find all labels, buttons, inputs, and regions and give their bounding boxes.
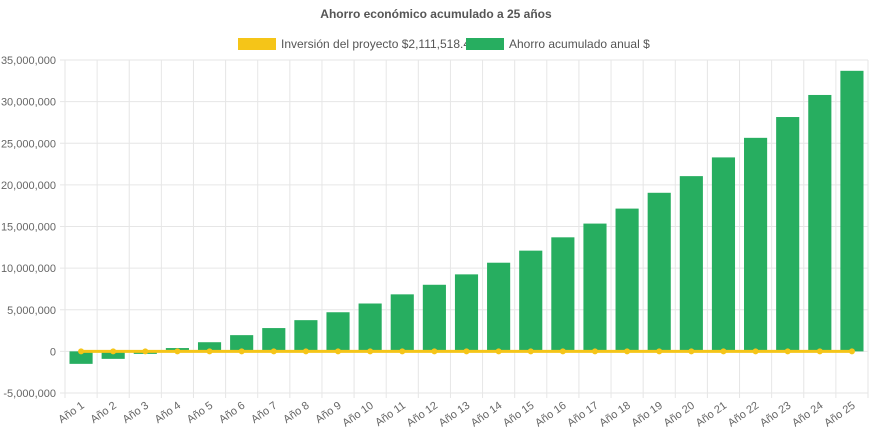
bar-ahorro	[230, 335, 254, 352]
point-inversion	[142, 348, 149, 355]
x-tick-label: Año 9	[313, 400, 343, 426]
y-tick-label: 20,000,000	[1, 180, 56, 192]
x-tick-label: Año 10	[340, 400, 375, 430]
line-layer	[78, 348, 855, 355]
x-tick-label: Año 23	[758, 400, 793, 430]
legend-label-inversion: Inversión del proyecto $2,111,518.45	[281, 37, 477, 51]
point-inversion	[399, 348, 406, 355]
x-tick-label: Año 22	[726, 400, 761, 430]
x-tick-label: Año 20	[662, 400, 697, 430]
y-axis: -5,000,000 0 5,000,000 10,000,000 15,000,000…	[1, 55, 56, 400]
point-inversion	[624, 348, 631, 355]
point-inversion	[110, 348, 117, 355]
bar-ahorro	[551, 237, 575, 352]
x-tick-label: Año 24	[790, 400, 825, 430]
bar-ahorro	[294, 320, 318, 352]
bar-ahorro	[101, 351, 125, 359]
point-inversion	[784, 348, 791, 355]
x-tick-label: Año 16	[533, 400, 568, 430]
x-axis: Año 1 Año 2 Año 3 Año 4 Año 5 Año 6 Año 7 Año 8…	[56, 400, 857, 430]
x-tick-label: Año 1	[56, 400, 86, 426]
point-inversion	[238, 348, 245, 355]
bar-ahorro	[744, 137, 768, 352]
x-tick-label: Año 3	[121, 400, 151, 426]
point-inversion	[688, 348, 695, 355]
x-tick-label: Año 11	[373, 400, 408, 429]
x-tick-label: Año 14	[469, 400, 504, 430]
bar-ahorro	[519, 250, 543, 352]
point-inversion	[656, 348, 663, 355]
legend-swatch-inversion	[238, 38, 276, 50]
y-tick-label: 15,000,000	[1, 222, 56, 234]
bar-ahorro	[262, 328, 286, 352]
point-inversion	[431, 348, 438, 355]
x-tick-label: Año 17	[565, 400, 600, 430]
legend-swatch-ahorro	[466, 38, 504, 50]
point-inversion	[174, 348, 181, 355]
point-inversion	[559, 348, 566, 355]
y-tick-label: 5,000,000	[7, 305, 56, 317]
bar-ahorro	[840, 70, 864, 352]
y-tick-label: 35,000,000	[1, 55, 56, 67]
point-inversion	[463, 348, 470, 355]
bar-ahorro	[197, 342, 222, 352]
point-inversion	[848, 348, 855, 355]
y-tick-label: 0	[50, 346, 56, 358]
bar-ahorro	[711, 157, 736, 352]
x-tick-label: Año 7	[249, 400, 279, 426]
x-tick-label: Año 4	[153, 400, 183, 426]
bar-ahorro	[487, 262, 511, 352]
x-tick-label: Año 13	[437, 400, 472, 430]
x-tick-label: Año 19	[629, 400, 664, 430]
point-inversion	[302, 348, 309, 355]
point-inversion	[816, 348, 823, 355]
bar-ahorro	[647, 192, 671, 352]
x-tick-label: Año 6	[217, 400, 247, 426]
bar-ahorro	[454, 274, 479, 352]
point-inversion	[720, 348, 727, 355]
bar-ahorro	[615, 208, 639, 352]
bar-ahorro	[679, 176, 703, 352]
x-tick-label: Año 18	[597, 400, 632, 430]
x-tick-label: Año 5	[185, 400, 215, 426]
bar-ahorro	[583, 223, 607, 352]
x-tick-label: Año 15	[501, 400, 536, 430]
legend-label-ahorro: Ahorro acumulado anual $	[509, 37, 650, 51]
y-tick-label: 10,000,000	[1, 263, 56, 275]
bar-ahorro	[808, 94, 832, 352]
chart-title: Ahorro económico acumulado a 25 años	[320, 7, 552, 21]
bar-ahorro	[776, 117, 800, 352]
x-tick-label: Año 25	[822, 400, 857, 430]
x-tick-label: Año 8	[281, 400, 311, 426]
point-inversion	[206, 348, 213, 355]
x-tick-label: Año 2	[88, 400, 118, 426]
x-tick-label: Año 21	[694, 400, 729, 430]
y-tick-label: 25,000,000	[1, 138, 56, 150]
point-inversion	[367, 348, 374, 355]
x-tick-label: Año 12	[405, 400, 440, 430]
point-inversion	[335, 348, 342, 355]
bar-ahorro	[69, 351, 93, 364]
bar-ahorro	[422, 284, 446, 352]
bar-ahorro	[326, 312, 350, 352]
point-inversion	[78, 348, 85, 355]
bar-ahorro	[358, 303, 382, 352]
y-tick-label: -5,000,000	[3, 388, 56, 400]
legend: Inversión del proyecto $2,111,518.45 Aho…	[238, 37, 650, 51]
point-inversion	[270, 348, 277, 355]
point-inversion	[591, 348, 598, 355]
bar-ahorro	[390, 294, 414, 352]
y-tick-label: 30,000,000	[1, 97, 56, 109]
point-inversion	[527, 348, 534, 355]
point-inversion	[752, 348, 759, 355]
bars-layer	[69, 70, 864, 364]
grid-layer	[60, 59, 869, 398]
point-inversion	[495, 348, 502, 355]
